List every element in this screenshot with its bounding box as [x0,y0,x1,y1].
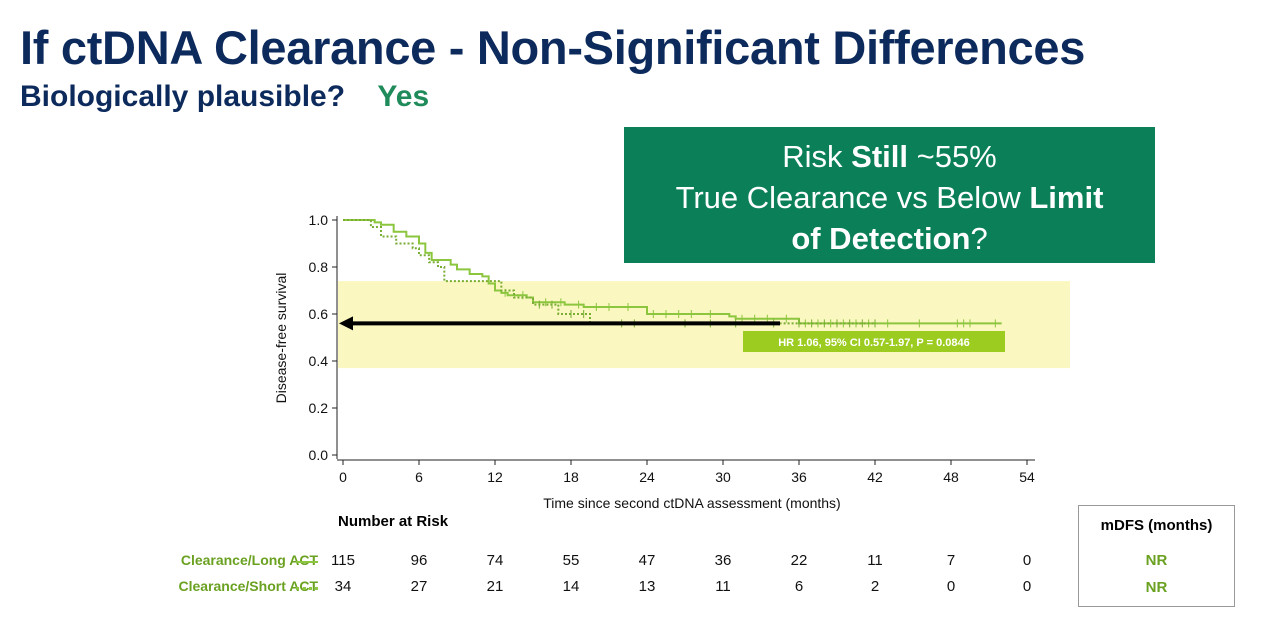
legend-solid-line [296,561,318,563]
km-curve-long-act [343,219,1002,325]
reference-arrow-head [339,316,353,331]
y-axis-label: Disease-free survival [273,273,289,404]
risk-count: 0 [1022,578,1032,595]
risk-count: 2 [870,578,880,595]
risk-count: 0 [1022,552,1032,569]
risk-row-label-long: Clearance/Long ACT [180,552,318,568]
x-tick-label: 42 [867,469,883,485]
x-tick-label: 30 [715,469,731,485]
risk-count: 21 [486,578,504,595]
risk-count: 96 [410,552,428,569]
y-tick-label: 0.2 [309,400,329,416]
hr-annotation-box [743,331,1005,352]
x-axis-label: Time since second ctDNA assessment (mont… [543,495,840,511]
risk-count: 11 [867,552,883,569]
risk-count: 6 [794,578,804,595]
callout-line-1: Risk Still ~55% [782,139,997,174]
risk-count: 55 [562,552,580,569]
risk-table-title: Number at Risk [338,513,449,530]
y-tick-label: 0.8 [309,259,329,275]
risk-count: 27 [410,578,428,595]
risk-count: 14 [562,578,580,595]
y-tick-label: 0.0 [309,447,329,463]
risk-count: 0 [946,578,956,595]
risk-count: 13 [638,578,656,595]
x-tick-label: 48 [943,469,959,485]
hr-annotation-text: HR 1.06, 95% CI 0.57-1.97, P = 0.0846 [778,337,970,349]
callout-line-3: of Detection? [791,221,988,256]
x-tick-label: 54 [1019,469,1035,485]
risk-count: 11 [715,578,731,595]
km-curve-short-act [343,219,875,325]
y-tick-label: 1.0 [309,212,329,228]
mdfs-value-long: NR [1145,552,1168,569]
mdfs-table: mDFS (months) NR NR [1078,505,1235,607]
x-tick-label: 6 [415,469,423,485]
callout-box: Risk Still ~55% True Clearance vs Below … [624,127,1155,263]
subtitle-answer: Yes [377,80,430,113]
risk-count: 36 [714,552,732,569]
x-tick-label: 36 [791,469,807,485]
x-tick-label: 12 [487,469,503,485]
y-tick-label: 0.6 [309,306,329,322]
risk-count: 22 [790,552,808,569]
mdfs-value-short: NR [1145,579,1168,596]
subtitle-question: Biologically plausible? [20,80,346,113]
mdfs-header: mDFS (months) [1100,517,1213,534]
x-tick-label: 0 [339,469,347,485]
slide-title: If ctDNA Clearance - Non-Significant Dif… [20,21,1086,74]
x-tick-label: 24 [639,469,655,485]
slide-subtitle: Biologically plausible? Yes [20,80,429,114]
risk-count: 74 [486,552,504,569]
risk-count: 115 [331,552,355,569]
risk-count: 34 [334,578,352,595]
risk-count: 7 [946,552,956,569]
x-tick-label: 18 [563,469,579,485]
y-tick-label: 0.4 [309,353,329,369]
risk-row-label-short: Clearance/Short ACT [178,578,318,594]
legend-dotted-line [296,587,318,590]
callout-line-2: True Clearance vs Below Limit [675,180,1104,215]
risk-count: 47 [638,552,656,569]
